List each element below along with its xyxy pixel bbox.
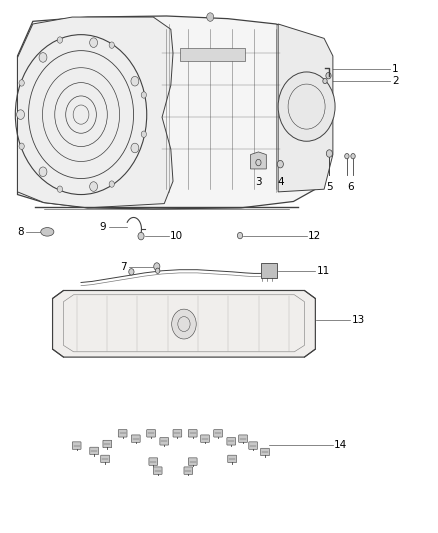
FancyBboxPatch shape xyxy=(184,467,193,474)
FancyBboxPatch shape xyxy=(72,442,81,449)
Circle shape xyxy=(109,181,114,187)
Circle shape xyxy=(326,72,331,79)
Circle shape xyxy=(141,92,146,98)
FancyBboxPatch shape xyxy=(228,455,237,463)
Text: 10: 10 xyxy=(170,231,183,241)
Text: 5: 5 xyxy=(326,182,333,192)
Circle shape xyxy=(90,182,98,191)
Text: 11: 11 xyxy=(317,266,330,276)
FancyBboxPatch shape xyxy=(103,440,112,448)
Text: 9: 9 xyxy=(100,222,106,232)
Circle shape xyxy=(323,78,327,84)
Text: 4: 4 xyxy=(277,177,284,187)
Circle shape xyxy=(109,42,114,49)
FancyBboxPatch shape xyxy=(249,442,258,449)
FancyBboxPatch shape xyxy=(90,447,99,455)
Circle shape xyxy=(277,160,283,168)
Circle shape xyxy=(138,232,144,240)
Circle shape xyxy=(154,263,160,270)
Circle shape xyxy=(326,150,332,157)
Circle shape xyxy=(57,37,63,43)
Circle shape xyxy=(172,309,196,339)
FancyBboxPatch shape xyxy=(149,458,158,465)
Ellipse shape xyxy=(41,228,54,236)
FancyBboxPatch shape xyxy=(147,430,155,437)
FancyBboxPatch shape xyxy=(101,455,110,463)
FancyBboxPatch shape xyxy=(153,467,162,474)
Circle shape xyxy=(207,13,214,21)
Polygon shape xyxy=(180,48,245,61)
Text: 7: 7 xyxy=(120,262,127,271)
Text: 3: 3 xyxy=(255,177,262,187)
Circle shape xyxy=(256,159,261,166)
Polygon shape xyxy=(18,16,324,209)
Bar xyxy=(261,263,277,278)
Circle shape xyxy=(19,143,24,149)
Polygon shape xyxy=(53,290,315,357)
Text: 12: 12 xyxy=(308,231,321,240)
FancyBboxPatch shape xyxy=(173,430,182,437)
Circle shape xyxy=(129,269,134,275)
Circle shape xyxy=(131,76,139,86)
Text: 6: 6 xyxy=(347,182,354,192)
Text: 14: 14 xyxy=(334,440,347,450)
FancyBboxPatch shape xyxy=(188,458,197,465)
FancyBboxPatch shape xyxy=(227,438,236,445)
FancyBboxPatch shape xyxy=(160,438,169,445)
Polygon shape xyxy=(251,152,266,169)
Circle shape xyxy=(155,268,160,273)
FancyBboxPatch shape xyxy=(201,435,209,442)
Circle shape xyxy=(141,131,146,138)
Circle shape xyxy=(345,154,349,159)
Text: 2: 2 xyxy=(392,76,399,86)
Circle shape xyxy=(39,53,47,62)
Circle shape xyxy=(39,167,47,176)
FancyBboxPatch shape xyxy=(131,435,140,442)
FancyBboxPatch shape xyxy=(214,430,223,437)
Circle shape xyxy=(17,110,25,119)
FancyBboxPatch shape xyxy=(261,448,269,456)
Text: 8: 8 xyxy=(18,227,24,237)
Circle shape xyxy=(19,80,24,86)
FancyBboxPatch shape xyxy=(118,430,127,437)
Text: 1: 1 xyxy=(392,64,399,74)
Circle shape xyxy=(57,186,63,192)
Circle shape xyxy=(131,143,139,153)
Circle shape xyxy=(90,38,98,47)
Circle shape xyxy=(351,154,355,159)
Circle shape xyxy=(237,232,243,239)
Text: 13: 13 xyxy=(352,315,365,325)
Polygon shape xyxy=(18,17,173,208)
FancyBboxPatch shape xyxy=(188,430,197,437)
FancyBboxPatch shape xyxy=(239,435,247,442)
Polygon shape xyxy=(278,24,333,192)
Circle shape xyxy=(278,72,335,141)
